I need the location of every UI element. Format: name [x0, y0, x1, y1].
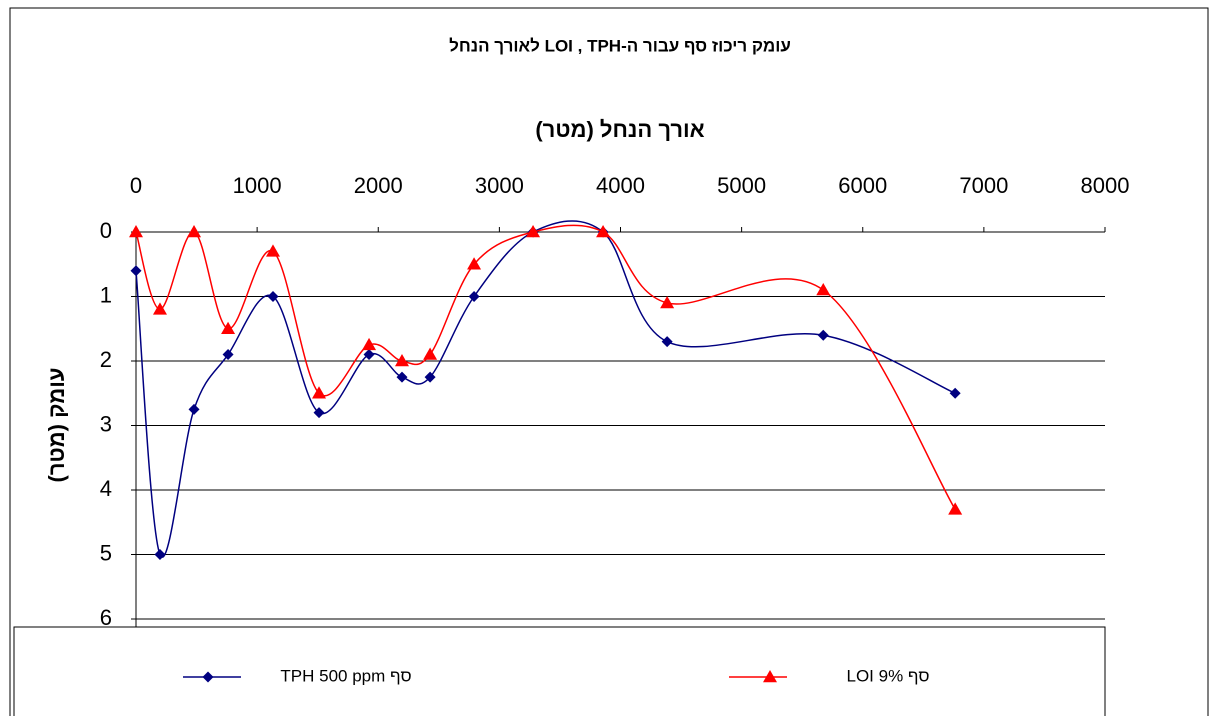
y-tick-label: 6	[100, 605, 112, 630]
y-tick-label: 0	[100, 218, 112, 243]
marker	[130, 265, 142, 277]
marker	[362, 337, 377, 351]
marker	[188, 403, 200, 415]
marker	[396, 371, 408, 383]
x-tick-label: 7000	[959, 173, 1008, 198]
marker	[221, 321, 236, 334]
y-tick-label: 3	[100, 411, 112, 436]
x-tick-label: 4000	[596, 173, 645, 198]
marker	[154, 549, 166, 560]
marker	[596, 225, 611, 238]
x-tick-label: 5000	[717, 173, 766, 198]
marker	[948, 502, 963, 515]
marker	[763, 670, 777, 683]
marker	[394, 354, 409, 367]
plot-area: 0 1 2 3 4 5 6 0 1000 2000 3000 4000 5000 6000 7000 8000	[100, 173, 1130, 640]
chart-title: עומק ריכוז סף עבור ה-LOI , TPH לאורך הנח…	[449, 36, 791, 55]
marker	[129, 225, 143, 238]
marker	[363, 349, 375, 361]
marker	[660, 295, 675, 309]
x-tick-label: 6000	[838, 173, 887, 198]
marker	[424, 371, 436, 383]
marker	[313, 407, 325, 419]
marker	[816, 283, 831, 296]
y-axis-title: עומק (מטר)	[44, 368, 69, 483]
marker	[187, 225, 202, 238]
marker	[267, 291, 279, 302]
y-tick-label: 5	[100, 540, 112, 565]
marker	[817, 329, 829, 341]
legend-box	[13, 626, 1106, 716]
marker	[423, 347, 438, 360]
chart-frame	[9, 7, 1209, 716]
legend-label: סף LOI 9%	[847, 666, 930, 685]
x-axis-title: אורך הנחל (מטר)	[535, 117, 704, 142]
marker	[222, 349, 234, 361]
x-tick-label: 2000	[354, 173, 403, 198]
x-tick-label: 3000	[475, 173, 524, 198]
marker	[152, 302, 167, 315]
marker	[202, 671, 214, 683]
x-tick-label: 1000	[233, 173, 282, 198]
x-tick-label: 8000	[1081, 173, 1130, 198]
marker	[526, 225, 541, 238]
x-tick-label: 0	[130, 173, 142, 198]
marker	[467, 257, 482, 270]
marker	[661, 336, 673, 348]
marker	[312, 386, 327, 399]
marker	[265, 244, 280, 257]
y-tick-label: 4	[100, 476, 112, 501]
y-tick-label: 1	[100, 282, 112, 307]
y-tick-label: 2	[100, 347, 112, 372]
marker	[949, 387, 961, 399]
legend: סף TPH 500 ppm סף LOI 9%	[183, 666, 930, 685]
legend-label: סף TPH 500 ppm	[280, 666, 411, 685]
marker	[468, 291, 480, 302]
